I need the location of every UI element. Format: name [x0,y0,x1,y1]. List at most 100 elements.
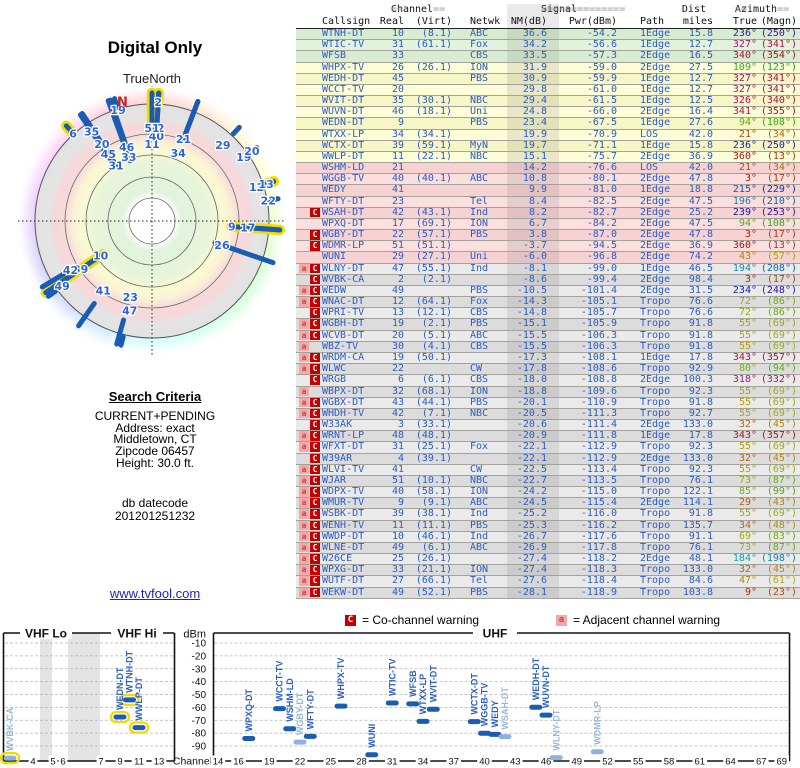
table-row: a C WWDP-DT 10 (46.1) Ind -26.7 -117.6 Tropo 91.1… [296,530,800,543]
nm-column-stripe [507,319,559,330]
cell-power: -84.2 [586,217,617,229]
cell-callsign: WLVI-TV [322,463,365,475]
cell-noise-margin: -15.5 [516,340,547,352]
cell-miles: 25.2 [688,206,713,218]
cell-network: PBS [470,318,489,330]
table-row: a C WLWC 22 CW -17.8 -108.6 Tropo 92.9 80° (94°) [296,363,800,376]
cell-callsign: WUNI [322,251,347,263]
co-channel-warning-icon: C [345,614,356,626]
cell-real-channel: 31 [391,441,404,453]
cell-noise-margin: -25.2 [516,508,547,520]
cell-miles: 92.7 [688,407,713,419]
cell-miles: 91.8 [688,508,713,520]
cell-azimuth-true: 55° [738,508,757,520]
cell-network: Ind [470,530,489,542]
criteria-line: Zipcode 06457 [115,444,195,459]
cell-miles: 84.6 [688,575,713,587]
station-label: WGGB-TV [480,683,490,727]
cell-noise-margin: 8.2 [528,206,547,218]
cell-real-channel: 11 [391,519,404,531]
cell-azimuth-magnetic: (341°) [760,39,797,51]
channel-tick-label: 28 [356,757,367,768]
cell-azimuth-magnetic: (86°) [766,296,797,308]
radar-signal-bar [118,333,126,348]
cell-callsign: WEDW [322,284,347,296]
radar-channel-label: 19 [110,104,125,117]
cell-azimuth-magnetic: (229°) [760,184,797,196]
cell-noise-margin: -28.1 [516,586,547,598]
db-datecode-label: db datecode [121,496,189,510]
cell-azimuth-magnetic: (69°) [766,385,797,397]
co-channel-warning-icon: C [310,520,320,531]
channel-tick-label: 31 [387,757,398,768]
table-row: a C WCVB-DT 20 (5.1) ABC -15.5 -106.3 Tropo 91.8 5… [296,330,800,342]
cell-azimuth-magnetic: (13°) [766,150,797,162]
cell-path: Tropo [640,586,671,598]
cell-virtual-channel: (51.1) [415,240,452,252]
co-channel-warning-icon: C [310,263,320,274]
station-marker [426,706,440,712]
table-row: a C WHDH-TV 42 (7.1) NBC -20.5 -111.3 Tropo 92.7 5… [296,407,800,421]
table-row: WGGB-TV 40 (40.1) ABC 10.8 -80.1 2Edge 47.8 3° (1… [296,173,800,186]
cell-power: -61.0 [586,83,617,95]
cell-azimuth-magnetic: (87°) [766,541,797,553]
adjacent-channel-warning-icon: a [299,487,309,497]
adjacent-channel-legend-text: = Adjacent channel warning [573,613,721,627]
cell-virtual-channel: (50.1) [415,351,452,363]
col-header-netwk: Netwk [470,15,501,27]
cell-real-channel: 48 [391,430,404,442]
tvfool-link[interactable]: www.tvfool.com [109,586,201,601]
cell-miles: 12.7 [688,72,713,84]
channel-tick-label: 61 [694,757,705,768]
cell-power: -59.9 [586,72,617,84]
co-channel-warning-icon: C [310,464,320,475]
co-channel-legend: C = Co-channel warning [345,613,479,627]
co-channel-warning-icon: C [310,330,320,341]
cell-azimuth-magnetic: (61°) [766,575,797,587]
cell-noise-margin: -24.5 [516,497,547,509]
cell-callsign: WWLP-DT [322,150,365,162]
cell-network: Ind [470,206,489,218]
cell-miles: 91.8 [688,396,713,408]
nm-column-stripe [507,554,559,565]
cell-callsign: WSHM-LD [322,162,365,174]
station-label: WCTX-DT [469,673,479,715]
cell-miles: 12.5 [688,95,713,107]
channel-tick-label: 19 [264,757,275,768]
cell-path: Tropo [640,363,671,375]
cell-azimuth-magnetic: (208°) [760,262,797,274]
nm-column-stripe [507,274,559,285]
co-channel-warning-icon: C [310,408,320,419]
cell-miles: 17.8 [688,430,713,442]
radar-channel-label: 40 [149,130,165,143]
cell-power: -118.4 [580,575,617,587]
cell-callsign: WGGB-TV [322,173,365,185]
cell-network: PBS [470,284,489,296]
channel-tick-label: 67 [756,757,767,768]
station-marker [123,697,136,703]
nm-column-stripe [507,140,559,151]
cell-azimuth-true: 55° [738,441,757,453]
cell-azimuth-magnetic: (69°) [766,441,797,453]
table-row: a C WJAR 51 (10.1) NBC -22.7 -113.5 Tropo 76.1 73°… [296,474,800,488]
cell-miles: 74.2 [688,251,713,263]
signal-group-header: ======== Signal ======== [540,4,626,15]
cell-azimuth-true: 47° [738,575,757,587]
adjacent-channel-warning-icon: a [299,341,309,352]
radar-channel-label: 11 [144,138,159,151]
station-label: WFSB [408,670,418,697]
cell-real-channel: 42 [391,206,404,218]
cell-network: ION [470,217,489,229]
nm-column-stripe [507,453,559,464]
table-row: WPXQ-DT 17 (69.1) ION 6.7 -84.2 2Edge 47.5 94° (1… [296,217,800,231]
cell-noise-margin: -26.9 [516,541,547,553]
true-north-label: TrueNorth [122,71,182,86]
cell-network: MyN [470,139,489,151]
channel-tick-label: 14 [213,757,224,768]
cell-callsign: WPRI-TV [322,307,365,319]
cell-noise-margin: -22.7 [516,474,547,486]
cell-noise-margin: 19.7 [522,139,547,151]
cell-azimuth-true: 80° [738,363,757,375]
table-row: C WPRI-TV 13 (12.1) CBS -14.8 -105.7 Tropo 76.6 7… [296,307,800,320]
co-channel-legend-text: = Co-channel warning [362,613,480,627]
